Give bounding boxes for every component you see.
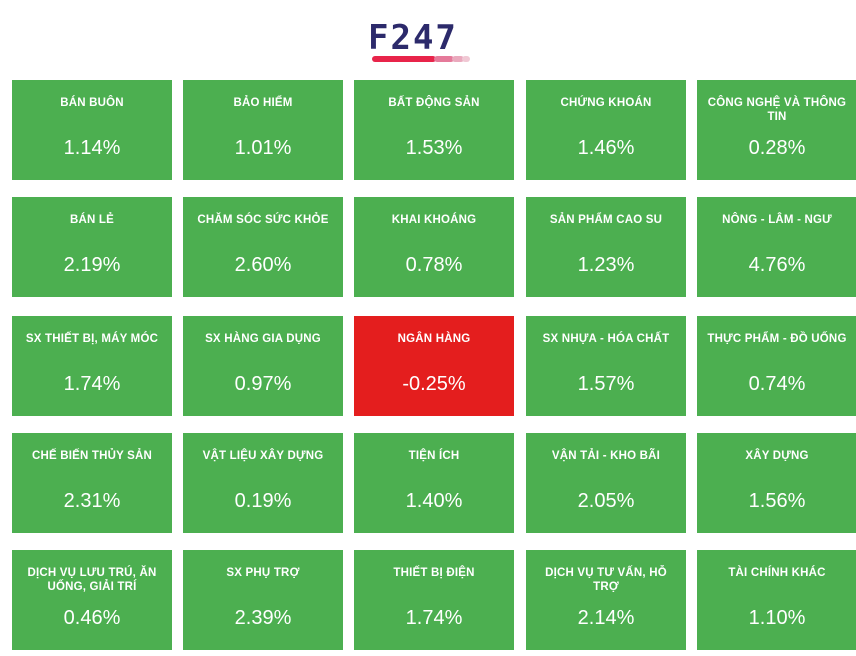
f247-logo: F247 — [368, 18, 500, 66]
sector-tile[interactable]: BÁN BUÔN 1.14% — [12, 80, 172, 180]
sector-performance-grid: BÁN BUÔN 1.14% BẢO HIỂM 1.01% BẤT ĐỘNG SẢN 1.… — [12, 80, 856, 650]
sector-name: SX HÀNG GIA DỤNG — [205, 333, 321, 345]
sector-tile[interactable]: SX PHỤ TRỢ 2.39% — [183, 550, 343, 650]
sector-change-value: 2.31% — [63, 490, 121, 512]
logo-bar-segment — [462, 56, 470, 62]
sector-name: THIẾT BỊ ĐIỆN — [393, 567, 475, 579]
sector-name: SX THIẾT BỊ, MÁY MÓC — [25, 333, 159, 345]
sector-name: NÔNG - LÂM - NGƯ — [722, 214, 832, 226]
sector-name: DỊCH VỤ LƯU TRÚ, ĂN UỐNG, GIẢI TRÍ — [27, 567, 157, 593]
sector-change-value: 1.46% — [577, 137, 635, 159]
header: F247 — [0, 0, 856, 72]
sector-change-value: 2.14% — [577, 607, 635, 629]
sector-change-value: 1.53% — [405, 137, 463, 159]
sector-tile[interactable]: NGÂN HÀNG -0.25% — [354, 316, 514, 416]
sector-name: CÔNG NGHỆ VÀ THÔNG TIN — [707, 97, 847, 123]
sector-tile[interactable]: THIẾT BỊ ĐIỆN 1.74% — [354, 550, 514, 650]
sector-name: BẢO HIỂM — [233, 97, 293, 109]
logo-bar-segment — [452, 56, 464, 62]
sector-tile[interactable]: CHẾ BIẾN THỦY SẢN 2.31% — [12, 433, 172, 533]
sector-tile[interactable]: BẤT ĐỘNG SẢN 1.53% — [354, 80, 514, 180]
sector-change-value: 0.78% — [405, 254, 463, 276]
sector-tile[interactable]: BÁN LẺ 2.19% — [12, 197, 172, 297]
sector-name: VẬT LIỆU XÂY DỰNG — [202, 450, 324, 462]
sector-tile[interactable]: SX NHỰA - HÓA CHẤT 1.57% — [526, 316, 686, 416]
sector-tile[interactable]: SẢN PHẨM CAO SU 1.23% — [526, 197, 686, 297]
sector-change-value: 1.14% — [63, 137, 121, 159]
sector-name: CHẾ BIẾN THỦY SẢN — [31, 450, 153, 462]
sector-change-value: 2.19% — [63, 254, 121, 276]
sector-tile[interactable]: KHAI KHOÁNG 0.78% — [354, 197, 514, 297]
sector-change-value: 1.10% — [748, 607, 806, 629]
logo-bar-segment — [372, 56, 436, 62]
sector-name: KHAI KHOÁNG — [391, 214, 477, 226]
sector-tile[interactable]: CHĂM SÓC SỨC KHỎE 2.60% — [183, 197, 343, 297]
sector-change-value: 1.01% — [234, 137, 292, 159]
sector-name: BÁN LẺ — [69, 214, 114, 226]
sector-name: SX NHỰA - HÓA CHẤT — [542, 333, 670, 345]
sector-name: TÀI CHÍNH KHÁC — [728, 567, 826, 579]
sector-change-value: 1.40% — [405, 490, 463, 512]
sector-tile[interactable]: VẬT LIỆU XÂY DỰNG 0.19% — [183, 433, 343, 533]
sector-name: XÂY DỰNG — [745, 450, 809, 462]
sector-tile[interactable]: THỰC PHẨM - ĐỒ UỐNG 0.74% — [697, 316, 856, 416]
sector-name: NGÂN HÀNG — [397, 333, 471, 345]
sector-tile[interactable]: VẬN TẢI - KHO BÃI 2.05% — [526, 433, 686, 533]
sector-name: CHĂM SÓC SỨC KHỎE — [197, 214, 329, 226]
sector-change-value: 2.05% — [577, 490, 635, 512]
sector-change-value: 0.74% — [748, 373, 806, 395]
sector-name: BÁN BUÔN — [60, 97, 124, 109]
sector-change-value: 1.23% — [577, 254, 635, 276]
sector-name: BẤT ĐỘNG SẢN — [388, 97, 480, 109]
sector-change-value: 0.97% — [234, 373, 292, 395]
sector-name: TIỆN ÍCH — [408, 450, 460, 462]
sector-change-value: 1.56% — [748, 490, 806, 512]
sector-tile[interactable]: DỊCH VỤ TƯ VẤN, HỖ TRỢ 2.14% — [526, 550, 686, 650]
sector-change-value: -0.25% — [402, 373, 466, 395]
logo-bar-segment — [434, 56, 454, 62]
sector-tile[interactable]: SX THIẾT BỊ, MÁY MÓC 1.74% — [12, 316, 172, 416]
sector-name: VẬN TẢI - KHO BÃI — [551, 450, 661, 462]
sector-name: SẢN PHẨM CAO SU — [549, 214, 663, 226]
sector-tile[interactable]: XÂY DỰNG 1.56% — [697, 433, 856, 533]
sector-tile[interactable]: SX HÀNG GIA DỤNG 0.97% — [183, 316, 343, 416]
sector-name: THỰC PHẨM - ĐỒ UỐNG — [707, 333, 847, 345]
sector-tile[interactable]: BẢO HIỂM 1.01% — [183, 80, 343, 180]
sector-change-value: 1.74% — [63, 373, 121, 395]
sector-name: CHỨNG KHOÁN — [560, 97, 652, 109]
sector-change-value: 0.19% — [234, 490, 292, 512]
sector-tile[interactable]: DỊCH VỤ LƯU TRÚ, ĂN UỐNG, GIẢI TRÍ 0.46% — [12, 550, 172, 650]
sector-change-value: 4.76% — [748, 254, 806, 276]
sector-tile[interactable]: NÔNG - LÂM - NGƯ 4.76% — [697, 197, 856, 297]
sector-name: DỊCH VỤ TƯ VẤN, HỖ TRỢ — [545, 567, 667, 593]
sector-tile[interactable]: CHỨNG KHOÁN 1.46% — [526, 80, 686, 180]
sector-change-value: 0.46% — [63, 607, 121, 629]
sector-change-value: 2.60% — [234, 254, 292, 276]
sector-change-value: 1.74% — [405, 607, 463, 629]
sector-change-value: 0.28% — [748, 137, 806, 159]
sector-change-value: 1.57% — [577, 373, 635, 395]
sector-name: SX PHỤ TRỢ — [226, 567, 300, 579]
sector-change-value: 2.39% — [234, 607, 292, 629]
sector-tile[interactable]: TIỆN ÍCH 1.40% — [354, 433, 514, 533]
sector-tile[interactable]: CÔNG NGHỆ VÀ THÔNG TIN 0.28% — [697, 80, 856, 180]
logo-text: F247 — [368, 18, 458, 58]
sector-tile[interactable]: TÀI CHÍNH KHÁC 1.10% — [697, 550, 856, 650]
